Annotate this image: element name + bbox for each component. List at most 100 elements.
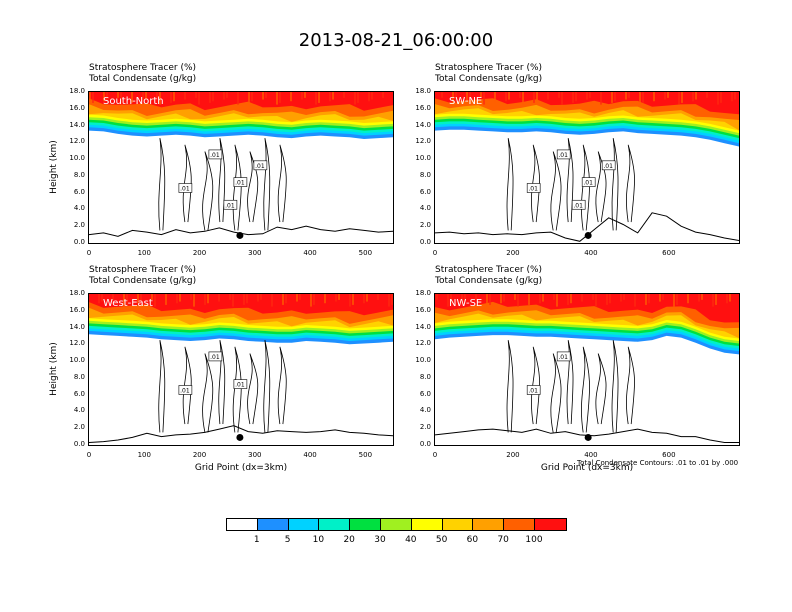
tracer-streak [324,294,326,304]
tracer-contour-svg: .01 .01 .01 .01 .01 [89,92,393,239]
location-marker [584,433,592,441]
tracer-streak [223,92,225,100]
region-label: SW-NE [449,96,483,107]
tracer-streak [248,92,250,103]
tracer-streak [681,92,683,103]
tracer-streak [475,294,477,300]
tracer-streak [595,294,597,307]
tracer-streak [237,92,239,105]
tracer-streak [366,294,368,302]
tracer-streak [450,294,452,305]
tracer-streak [251,92,253,102]
y-tick-label: 16.0 [69,103,85,112]
legend-swatch [288,519,320,530]
contour-label: .01 [558,354,568,361]
y-tick-label: 6.0 [419,389,431,398]
tracer-streak [193,294,195,307]
contour-label: .01 [210,354,220,361]
tracer-streak [388,294,390,307]
panel-title: Stratosphere Tracer (%) Total Condensate … [89,265,196,287]
tracer-streak [212,92,214,102]
y-tick-label: 2.0 [419,423,431,432]
tracer-streak [620,294,622,302]
plot-area-west-east: .01 .01 .01 West-East [88,293,394,446]
panel-title: Stratosphere Tracer (%) Total Condensate … [435,265,542,287]
plot-area-nw-se: .01 .01 NW-SE [434,293,740,446]
tracer-streak [98,294,100,304]
legend-swatch [411,519,443,530]
contour-label-box [233,177,248,187]
y-tick-label: 6.0 [73,389,85,398]
tracer-streak [717,92,719,105]
contour-label: .01 [255,163,265,170]
x-tick-label: 200 [506,249,520,257]
y-tick-label: 16.0 [415,305,431,314]
y-tick-label: 2.0 [73,221,85,230]
tracer-streak [371,92,373,100]
tracer-streak [570,294,572,304]
tracer-streak [539,294,541,304]
panel-title-line: Stratosphere Tracer (%) [435,63,543,73]
x-tick-label: 100 [137,451,151,459]
condensate-contour [158,138,166,231]
tracer-streak [282,294,284,305]
x-tick-label: 400 [584,249,598,257]
y-tick-label: 4.0 [73,204,85,213]
tracer-streak [734,92,736,100]
legend-label: 10 [312,535,325,545]
tracer-streak [92,92,94,103]
tracer-streak [592,294,594,300]
panel-title-line: Stratosphere Tracer (%) [89,63,197,73]
tracer-streak [664,92,666,100]
tracer-streak [279,92,281,103]
tracer-streak [687,294,689,304]
condensate-contour [506,340,514,433]
tracer-streak [503,294,505,302]
tracer-streak [567,294,569,305]
y-tick-label: 8.0 [73,372,85,381]
panel-title-line: Total Condensate (g/kg) [89,74,197,84]
tracer-streak [692,92,694,102]
tracer-streak [243,294,245,305]
y-tick-label: 0.0 [419,440,431,448]
tracer-streak [505,92,507,102]
x-axis-label: Grid Point (dx=3km) [194,463,288,473]
tracer-streak [338,294,340,300]
y-tick-label: 14.0 [69,120,85,129]
tracer-streak [176,294,178,304]
y-tick-label: 10.0 [69,356,85,365]
x-tick-label: 500 [358,451,373,459]
contour-label-box [556,351,571,362]
tracer-streak [614,92,616,102]
tracer-contour-svg: .01 .01 .01 [89,294,393,443]
tracer-streak [335,294,337,302]
tracer-streak [572,92,574,103]
location-marker [236,231,244,239]
tracer-streak [391,294,393,305]
tracer-streak [522,92,524,105]
tracer-streak [142,92,144,102]
y-tick-label: 4.0 [419,406,431,415]
contour-label: .01 [180,185,190,192]
contour-label-box [556,149,571,160]
tracer-streak [112,294,114,300]
tracer-streak [262,92,264,100]
legend-label: 1 [253,535,260,545]
condensate-contour [202,151,214,231]
condensate-contour [218,340,226,425]
tracer-streak [209,92,211,103]
tracer-streak [276,92,278,105]
legend-swatch [473,519,505,530]
panel-title: Stratosphere Tracer (%) Total Condensate … [89,63,196,85]
condensate-contour [158,340,166,433]
tracer-streak [452,92,454,105]
legend-label: 40 [405,535,417,545]
legend-swatch [319,519,351,530]
condensate-contour [277,346,287,425]
tracer-streak [715,294,717,305]
contour-label-box [208,351,223,362]
tracer-streak [156,92,158,98]
contour-label: .01 [235,382,245,389]
tracer-streak [720,92,722,103]
contour-label: .01 [558,152,568,159]
